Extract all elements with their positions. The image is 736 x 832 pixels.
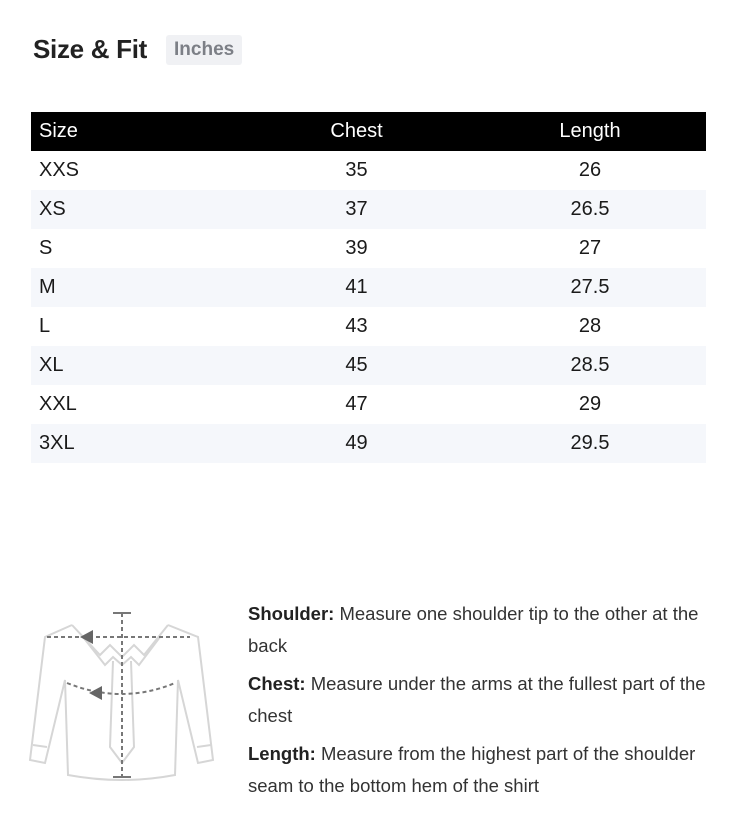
size-cell: L xyxy=(39,315,51,337)
unit-badge[interactable]: Inches xyxy=(166,34,243,65)
size-cell: XXS xyxy=(39,159,80,181)
length-cell: 29 xyxy=(578,393,602,415)
table-row: L 43 28 xyxy=(31,307,706,346)
chest-cell: 43 xyxy=(345,315,368,337)
title-row: Size & Fit Inches xyxy=(33,34,243,65)
guide-text: Measure one shoulder tip to the other at… xyxy=(248,603,699,656)
column-header-length: Length xyxy=(474,112,706,151)
chest-cell: 35 xyxy=(345,159,368,181)
table-row: XL 45 28.5 xyxy=(31,346,706,385)
guide-text: Measure from the highest part of the sho… xyxy=(248,743,696,796)
column-header-size: Size xyxy=(31,112,239,151)
size-cell: M xyxy=(31,268,239,307)
length-cell: 28.5 xyxy=(474,346,706,385)
page-title: Size & Fit xyxy=(33,34,148,64)
chest-cell: 47 xyxy=(345,393,368,415)
guide-item: Length: Measure from the highest part of… xyxy=(248,738,708,802)
length-cell: 29.5 xyxy=(474,424,706,463)
table-row: XXL 47 29 xyxy=(31,385,706,424)
length-cell: 26 xyxy=(578,159,602,181)
table-row: M 41 27.5 xyxy=(31,268,706,307)
chest-cell: 39 xyxy=(345,237,368,259)
chest-cell: 41 xyxy=(239,268,474,307)
table-row: S 39 27 xyxy=(31,229,706,268)
size-cell: S xyxy=(39,237,53,259)
guide-text: Measure under the arms at the fullest pa… xyxy=(248,673,706,726)
table-row: 3XL 49 29.5 xyxy=(31,424,706,463)
length-cell: 27.5 xyxy=(474,268,706,307)
guide-label: Length: xyxy=(248,743,316,764)
table-header: Size Chest Length xyxy=(31,112,706,151)
shirt-measurement-icon xyxy=(28,612,215,781)
length-cell: 28 xyxy=(578,315,602,337)
table-row: XS 37 26.5 xyxy=(31,190,706,229)
length-cell: 27 xyxy=(578,237,602,259)
chest-cell: 37 xyxy=(239,190,474,229)
size-cell: XS xyxy=(31,190,239,229)
chest-cell: 49 xyxy=(239,424,474,463)
guide-item: Shoulder: Measure one shoulder tip to th… xyxy=(248,598,708,662)
guide-label: Chest: xyxy=(248,673,306,694)
guide-label: Shoulder: xyxy=(248,603,335,624)
size-cell: XXL xyxy=(39,393,77,415)
size-cell: 3XL xyxy=(31,424,239,463)
size-cell: XL xyxy=(31,346,239,385)
column-header-chest: Chest xyxy=(239,112,474,151)
chest-cell: 45 xyxy=(239,346,474,385)
table-row: XXS 35 26 xyxy=(31,151,706,190)
guide-item: Chest: Measure under the arms at the ful… xyxy=(248,668,708,732)
size-table: Size Chest Length XXS 35 26 XS 37 26.5 S 39 27 M 4… xyxy=(31,112,706,463)
length-cell: 26.5 xyxy=(474,190,706,229)
measurement-guide: Shoulder: Measure one shoulder tip to th… xyxy=(248,598,708,808)
